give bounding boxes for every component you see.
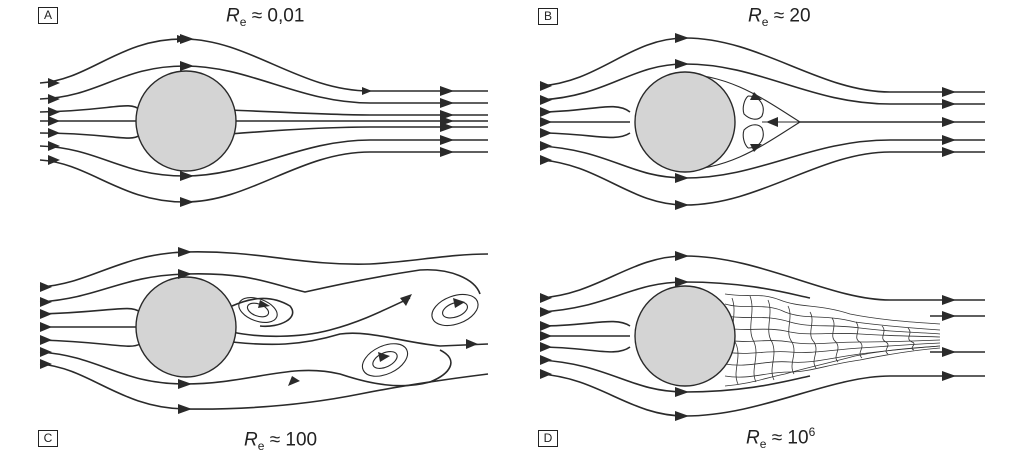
streamline [539,132,631,139]
panel-c: C Re ≈ 100 [0,234,510,468]
panel-b: B Re ≈ 20 [510,0,1020,234]
reynolds-value: 20 [789,5,811,27]
arrowheads [40,247,478,414]
cylinder [135,70,237,172]
streamline [40,297,411,338]
streamline [39,65,488,104]
panel-c-streamlines [39,247,489,414]
reynolds-value: 100 [285,429,318,451]
arrowheads [540,33,956,210]
vortex [238,297,278,323]
arrowheads [540,251,956,421]
reynolds-value: 10 [787,427,809,449]
reynolds-value: 0,01 [267,5,305,27]
reynolds-label: Re ≈ 100 [244,427,317,453]
streamline [39,151,488,203]
cylinder [634,71,736,173]
streamline [539,105,631,113]
reynolds-exponent: 6 [808,425,816,439]
panel-d: D Re ≈ 106 [510,234,1020,468]
streamline [39,363,489,410]
recirculation-vortex [742,95,764,120]
reynolds-label: Re ≈ 0,01 [226,3,304,29]
reynolds-label: Re ≈ 106 [746,425,815,451]
reynolds-subscript: e [257,439,265,454]
streamline [39,349,452,387]
streamline [539,320,631,327]
streamline [539,151,985,206]
recirculation-vortex [742,124,764,149]
streamline [39,297,294,328]
panel-d-streamlines [539,251,985,421]
streamline [39,251,489,288]
panel-tag: B [538,8,558,25]
panel-a: A Re ≈ 0,01 [0,0,510,234]
streamline [39,269,481,303]
approx-sign: ≈ [771,427,783,449]
cylinder [135,276,237,378]
arrowheads [48,34,454,207]
approx-sign: ≈ [269,429,281,451]
streamline [539,139,985,179]
approx-sign: ≈ [251,5,263,27]
reynolds-subscript: e [759,437,767,452]
reynolds-symbol: R [244,429,258,451]
streamline [539,373,985,417]
streamline [39,105,488,116]
turbulent-wake [724,293,941,387]
streamline [39,139,488,177]
streamline [39,332,489,347]
streamline [539,37,985,93]
vortex [431,293,479,327]
vortex [361,343,409,377]
streamline [539,346,631,353]
reynolds-subscript: e [239,15,247,30]
approx-sign: ≈ [773,5,785,27]
panel-a-streamlines [39,34,488,207]
streamline [539,63,985,105]
reynolds-symbol: R [226,5,240,27]
panel-tag: D [538,430,558,447]
streamline [39,126,488,139]
reynolds-symbol: R [748,5,762,27]
streamline [539,255,985,301]
streamline [930,315,985,353]
reynolds-symbol: R [746,427,760,449]
reynolds-subscript: e [761,15,769,30]
panel-b-streamlines [539,33,985,210]
cylinder [634,285,736,387]
reynolds-label: Re ≈ 20 [748,3,811,29]
panel-tag: A [38,7,58,24]
panel-tag: C [38,430,58,447]
